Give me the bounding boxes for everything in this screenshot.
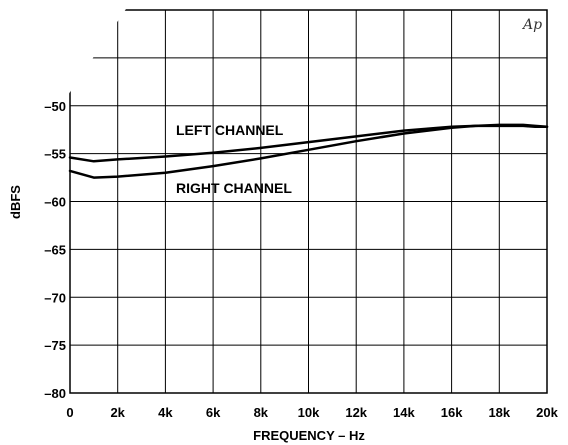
series-lines — [68, 123, 549, 179]
tick-labels: 02k4k6k8k10k12k14k16k18k20k–40–45–50–55–… — [44, 3, 558, 420]
ap-logo: Ap — [521, 17, 542, 33]
x-axis-label: FREQUENCY – Hz — [253, 428, 365, 443]
x-tick-label: 4k — [158, 405, 173, 420]
y-axis-label: dBFS — [8, 185, 23, 219]
plot-frame — [69, 9, 548, 394]
right-channel-annotation: RIGHT CHANNEL — [176, 180, 292, 196]
y-tick-label: –55 — [44, 147, 66, 162]
series-line-right-channel — [68, 123, 549, 179]
x-tick-label: 14k — [393, 405, 415, 420]
left-channel-annotation: LEFT CHANNEL — [176, 122, 284, 138]
x-tick-label: 20k — [536, 405, 558, 420]
x-tick-label: 12k — [345, 405, 367, 420]
y-tick-label: –65 — [44, 242, 66, 257]
x-tick-label: 6k — [206, 405, 221, 420]
x-tick-label: 8k — [254, 405, 269, 420]
x-tick-label: 2k — [110, 405, 125, 420]
x-tick-label: 18k — [488, 405, 510, 420]
x-tick-label: 0 — [66, 405, 73, 420]
y-tick-label: –70 — [44, 290, 66, 305]
grid-lines — [70, 10, 547, 393]
x-tick-label: 16k — [441, 405, 463, 420]
y-tick-label: –50 — [44, 99, 66, 114]
watermark-shape — [20, 0, 132, 98]
y-tick-label: –75 — [44, 338, 66, 353]
x-tick-label: 10k — [298, 405, 320, 420]
y-tick-label: –60 — [44, 195, 66, 210]
watermark-arc — [0, 55, 21, 180]
y-tick-label: –80 — [44, 386, 66, 401]
